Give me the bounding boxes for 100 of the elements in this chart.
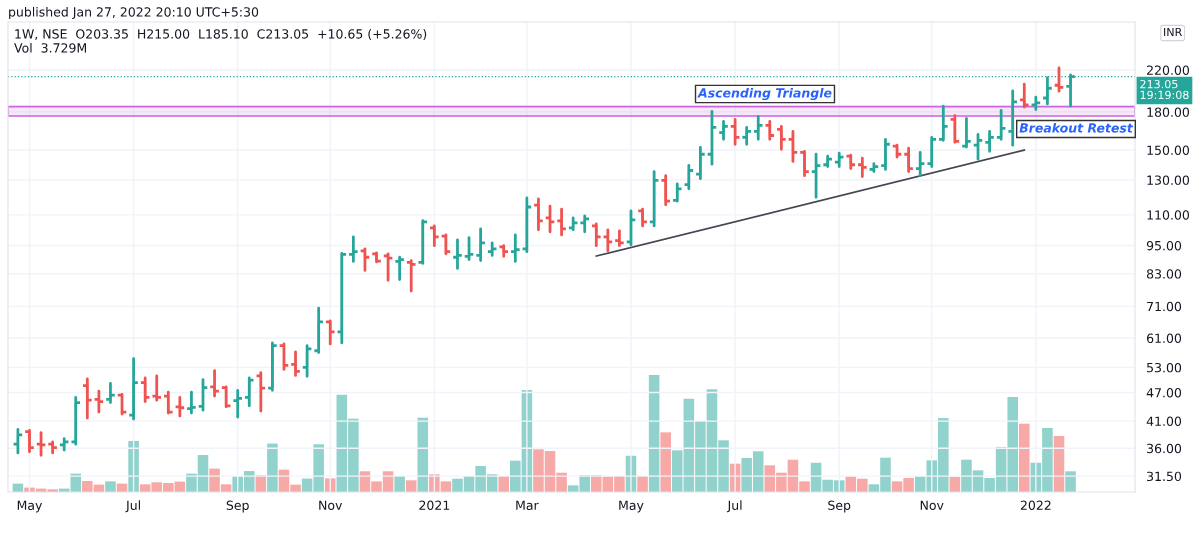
candlestick <box>185 390 198 415</box>
candlestick <box>845 153 857 170</box>
candlestick <box>740 125 753 146</box>
candlestick <box>717 120 730 141</box>
candlestick <box>683 163 695 191</box>
candlestick <box>127 357 140 421</box>
x-tick-label: Jul <box>125 500 140 513</box>
bar <box>1019 423 1030 492</box>
candlestick <box>960 117 973 149</box>
candlestick <box>579 214 591 234</box>
candlestick <box>417 219 429 265</box>
candlestick <box>1053 66 1065 93</box>
candlestick <box>81 377 94 420</box>
text: published Jan 27, 2022 20:10 UTC+5:30 <box>9 6 259 20</box>
candlestick <box>301 344 313 378</box>
bar <box>394 475 405 492</box>
bar <box>498 475 510 492</box>
candlestick <box>1018 82 1030 109</box>
y-tick-label: 83.00 <box>1146 269 1182 279</box>
candlestick <box>174 396 186 418</box>
candlestick <box>474 227 487 262</box>
bar <box>324 478 336 492</box>
candlestick <box>289 350 302 377</box>
candlestick <box>787 129 799 163</box>
candlestick <box>46 440 59 455</box>
y-tick-label: 61.00 <box>1146 333 1182 343</box>
y-tick-label: 150.00 <box>1147 145 1190 155</box>
candlestick <box>336 251 348 345</box>
y-tick-label: 71.00 <box>1147 301 1182 312</box>
x-tick-label: Sep <box>828 500 851 513</box>
annotation: Breakout Retest <box>1019 122 1134 133</box>
y-tick-label: 41.00 <box>1146 416 1182 426</box>
candlestick <box>671 182 683 203</box>
candlestick <box>232 388 244 419</box>
candlestick <box>58 437 70 452</box>
candlestick <box>532 197 545 232</box>
bar <box>660 432 671 492</box>
annotation: Ascending Triangle <box>697 87 832 101</box>
x-tick-label: Nov <box>319 500 343 511</box>
candlestick <box>752 114 764 141</box>
x-tick-label: May <box>619 500 644 513</box>
candlestick <box>255 371 267 413</box>
candlestick <box>324 319 336 346</box>
candlestick <box>393 255 406 281</box>
candlestick <box>440 233 452 256</box>
candlestick <box>775 124 788 151</box>
candlestick <box>856 156 869 178</box>
candlestick <box>220 385 232 409</box>
x-tick-label: Nov <box>920 500 944 511</box>
candlestick <box>405 259 417 293</box>
candlestick <box>93 389 105 414</box>
x-tick-label: Sep <box>226 500 249 513</box>
candlestick <box>914 150 926 178</box>
y-tick-label: 180.00 <box>1147 107 1190 117</box>
x-tick-label: 2022 <box>1020 500 1051 511</box>
candlestick <box>104 382 117 404</box>
candlestick <box>151 374 163 402</box>
candlestick <box>266 341 279 392</box>
bar <box>417 417 429 492</box>
candlestick <box>544 204 556 234</box>
candlestick <box>926 135 938 168</box>
candlestick <box>498 244 510 258</box>
candlestick <box>1007 89 1019 147</box>
candlestick <box>278 342 290 371</box>
y-tick-label: 53.00 <box>1147 362 1182 373</box>
candlestick <box>660 174 672 207</box>
candlestick <box>706 109 718 166</box>
candlestick <box>162 390 174 415</box>
y-tick-label: 95.00 <box>1146 240 1182 251</box>
bar <box>105 481 116 492</box>
candlestick <box>602 228 614 253</box>
candlestick <box>116 392 128 416</box>
candlestick <box>821 154 834 168</box>
candlestick <box>1030 95 1042 112</box>
candlestick <box>70 396 82 446</box>
candlestick <box>891 143 903 159</box>
candlestick <box>428 224 441 248</box>
candlestick <box>729 117 741 146</box>
x-tick-label: Jul <box>726 500 742 513</box>
candlestick <box>902 146 915 173</box>
candlestick <box>35 431 47 457</box>
x-tick-label: 2021 <box>419 500 450 511</box>
candlestick <box>590 222 602 248</box>
x-tick-label: Mar <box>516 500 539 511</box>
candlestick <box>567 216 579 232</box>
candlestick <box>983 129 996 153</box>
bar <box>267 443 278 492</box>
candlestick <box>509 233 521 263</box>
candlestick <box>879 137 892 171</box>
y-tick-label: 36.00 <box>1147 443 1182 454</box>
text: 1W, NSE O203.35 H215.00 L185.10 C213.05 +10.65 (+5.26%) <box>15 28 427 41</box>
candlestick <box>833 151 845 168</box>
candlestick <box>555 207 568 237</box>
candlestick <box>208 369 221 398</box>
x-tick-label: May <box>17 500 43 513</box>
candlestick <box>625 209 637 247</box>
candlestick <box>995 108 1007 141</box>
candlestick <box>636 207 649 228</box>
candlestick <box>810 152 822 199</box>
bar <box>637 475 648 492</box>
